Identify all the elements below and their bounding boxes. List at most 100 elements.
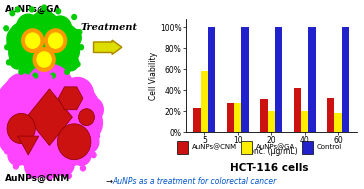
- Circle shape: [33, 73, 37, 78]
- Circle shape: [41, 81, 100, 146]
- Circle shape: [65, 69, 70, 74]
- Circle shape: [53, 153, 74, 176]
- Circle shape: [7, 28, 25, 47]
- Circle shape: [55, 38, 79, 64]
- Y-axis label: Cell Viability: Cell Viability: [150, 52, 158, 100]
- Text: →: →: [106, 177, 112, 186]
- Circle shape: [0, 91, 21, 117]
- FancyBboxPatch shape: [177, 141, 188, 153]
- Circle shape: [7, 113, 35, 144]
- Bar: [268, 111, 275, 132]
- Circle shape: [10, 11, 15, 16]
- Circle shape: [63, 54, 79, 71]
- Circle shape: [91, 152, 96, 158]
- Text: AuNPs@GA: AuNPs@GA: [5, 5, 62, 14]
- Circle shape: [4, 74, 95, 172]
- Circle shape: [95, 133, 100, 139]
- Circle shape: [1, 88, 6, 93]
- Circle shape: [17, 42, 53, 79]
- Circle shape: [48, 33, 63, 48]
- Circle shape: [0, 111, 4, 116]
- Circle shape: [25, 33, 40, 48]
- Bar: [275, 27, 282, 132]
- Text: AuNPs@CNM: AuNPs@CNM: [5, 174, 71, 183]
- Bar: [234, 103, 241, 132]
- Bar: [293, 88, 301, 132]
- Circle shape: [66, 173, 71, 178]
- Circle shape: [67, 104, 102, 142]
- Circle shape: [0, 76, 58, 144]
- Bar: [193, 108, 201, 132]
- Bar: [260, 99, 268, 132]
- X-axis label: Conc. (μg/mL): Conc. (μg/mL): [244, 147, 298, 156]
- Text: AuNPs@CNM: AuNPs@CNM: [192, 144, 237, 150]
- Circle shape: [39, 106, 95, 166]
- Circle shape: [79, 109, 94, 126]
- Circle shape: [5, 74, 37, 108]
- Circle shape: [7, 60, 11, 65]
- Circle shape: [51, 73, 55, 78]
- Circle shape: [4, 26, 8, 31]
- Circle shape: [37, 52, 51, 67]
- Circle shape: [7, 21, 46, 62]
- Circle shape: [33, 48, 55, 71]
- Bar: [308, 27, 316, 132]
- Circle shape: [82, 82, 87, 88]
- Circle shape: [47, 175, 52, 180]
- Circle shape: [15, 7, 20, 12]
- Circle shape: [8, 145, 27, 165]
- Circle shape: [17, 19, 71, 76]
- Bar: [208, 27, 215, 132]
- Circle shape: [71, 145, 91, 165]
- Circle shape: [80, 166, 86, 171]
- Circle shape: [72, 15, 76, 19]
- Circle shape: [5, 110, 58, 166]
- Circle shape: [58, 124, 91, 160]
- Circle shape: [28, 132, 71, 178]
- Circle shape: [47, 75, 52, 80]
- Circle shape: [29, 7, 34, 12]
- Circle shape: [62, 77, 94, 112]
- Circle shape: [95, 115, 100, 120]
- Circle shape: [0, 130, 21, 153]
- Circle shape: [28, 11, 60, 45]
- Circle shape: [91, 96, 96, 101]
- Text: Treatment: Treatment: [80, 23, 137, 32]
- Bar: [301, 111, 308, 132]
- Bar: [334, 113, 341, 132]
- Circle shape: [64, 28, 81, 47]
- Circle shape: [42, 5, 47, 10]
- Circle shape: [13, 84, 18, 90]
- FancyBboxPatch shape: [241, 141, 252, 153]
- Polygon shape: [17, 136, 39, 155]
- Circle shape: [32, 57, 56, 83]
- Circle shape: [48, 16, 71, 41]
- Bar: [327, 98, 334, 132]
- Bar: [341, 27, 349, 132]
- Circle shape: [22, 29, 44, 52]
- Circle shape: [80, 97, 103, 122]
- Circle shape: [78, 130, 99, 153]
- Circle shape: [5, 45, 9, 50]
- Circle shape: [65, 77, 70, 82]
- Circle shape: [17, 14, 40, 39]
- Circle shape: [10, 52, 25, 69]
- Circle shape: [5, 149, 9, 154]
- Circle shape: [9, 40, 33, 66]
- Circle shape: [36, 9, 52, 26]
- Text: AuNPs@GA: AuNPs@GA: [256, 144, 295, 150]
- Bar: [227, 103, 234, 132]
- FancyArrow shape: [94, 40, 122, 54]
- Bar: [241, 27, 249, 132]
- Circle shape: [19, 69, 24, 74]
- Circle shape: [45, 29, 67, 52]
- Circle shape: [37, 43, 69, 77]
- Text: Control: Control: [317, 144, 342, 150]
- FancyBboxPatch shape: [301, 141, 313, 153]
- Circle shape: [25, 64, 74, 117]
- Text: AuNPs as a treatment for colorectal cancer: AuNPs as a treatment for colorectal canc…: [113, 177, 277, 186]
- Polygon shape: [27, 89, 72, 146]
- Circle shape: [25, 155, 46, 178]
- Bar: [201, 71, 208, 132]
- Circle shape: [75, 62, 80, 67]
